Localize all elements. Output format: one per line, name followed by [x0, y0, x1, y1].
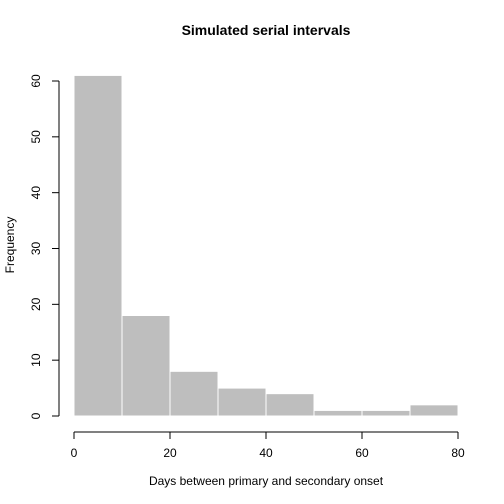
x-tick-label: 60 — [355, 446, 369, 460]
histogram-bar — [169, 370, 219, 417]
histogram-bar — [121, 315, 171, 417]
y-axis: 0 10 20 30 40 50 60 — [29, 74, 60, 419]
y-tick-label: 40 — [29, 186, 43, 200]
y-tick-label: 20 — [29, 297, 43, 311]
histogram-bar — [73, 74, 123, 417]
histogram-bar — [265, 393, 315, 417]
y-tick-label: 0 — [29, 412, 43, 419]
x-tick-label: 80 — [451, 446, 465, 460]
histogram-bars — [73, 74, 459, 417]
x-tick-label: 40 — [259, 446, 273, 460]
x-tick-label: 20 — [163, 446, 177, 460]
histogram-bar — [361, 409, 411, 417]
chart-title: Simulated serial intervals — [182, 22, 351, 38]
y-tick-label: 60 — [29, 74, 43, 88]
histogram-bar — [217, 387, 267, 417]
x-tick-label: 0 — [71, 446, 78, 460]
y-axis-label: Frequency — [3, 217, 17, 274]
x-axis-label: Days between primary and secondary onset — [149, 474, 384, 488]
y-tick-label: 10 — [29, 353, 43, 367]
x-axis: 0 20 40 60 80 — [71, 431, 465, 460]
y-tick-label: 30 — [29, 242, 43, 256]
y-tick-label: 50 — [29, 130, 43, 144]
histogram-bar — [313, 409, 363, 417]
histogram-bar — [409, 404, 459, 417]
